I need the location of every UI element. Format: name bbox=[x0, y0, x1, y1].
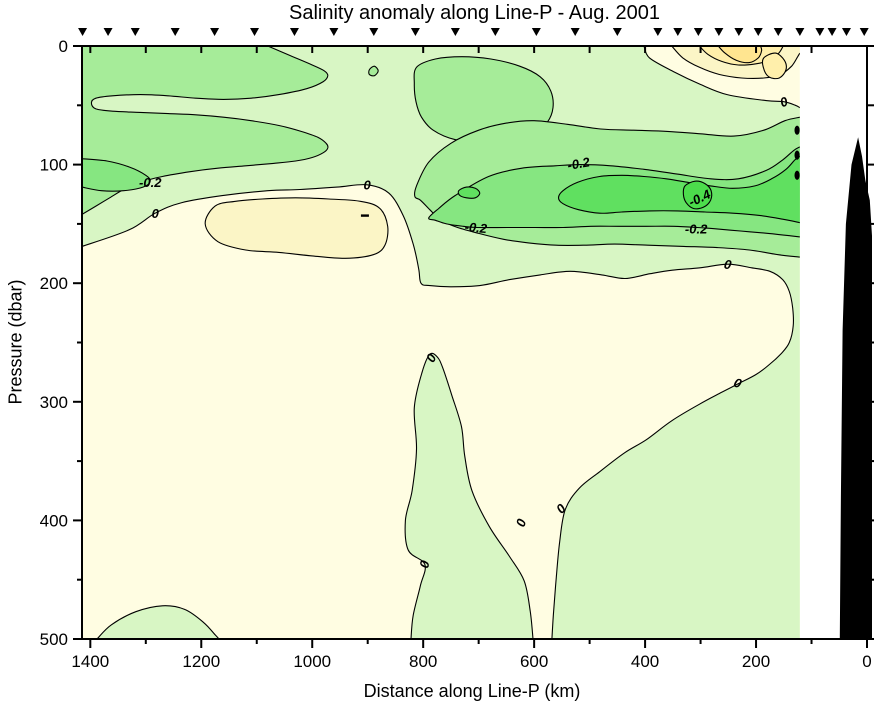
tick-label: 300 bbox=[40, 393, 68, 412]
tick-label: 1000 bbox=[293, 652, 331, 671]
cap-zero-line bbox=[643, 46, 800, 109]
contour-label: -0.2 bbox=[139, 175, 162, 190]
station-marker bbox=[490, 28, 500, 36]
station-marker bbox=[815, 28, 825, 36]
station-marker bbox=[289, 28, 299, 36]
station-marker bbox=[734, 28, 744, 36]
contour-line-zero-band-upper bbox=[82, 184, 795, 639]
tick-label: 1200 bbox=[182, 652, 220, 671]
station-marker bbox=[841, 28, 851, 36]
station-marker bbox=[570, 28, 580, 36]
contour-region-cap-p03 bbox=[718, 46, 762, 63]
station-marker bbox=[210, 28, 220, 36]
contour-line-east-m01-band bbox=[413, 116, 800, 258]
contour-region-fresh-tongue bbox=[405, 353, 533, 639]
x-axis-title: Distance along Line-P (km) bbox=[363, 681, 581, 701]
station-marker bbox=[753, 28, 763, 36]
contour-label: 0 bbox=[152, 206, 160, 221]
station-marker bbox=[653, 28, 663, 36]
contour-mark-dot bbox=[794, 125, 800, 135]
contour-line-west-m01 bbox=[82, 46, 329, 215]
contour-line-bottom-left-patch bbox=[96, 605, 220, 639]
station-marker bbox=[693, 28, 703, 36]
contour-region-tiny-blob bbox=[368, 65, 379, 77]
station-marker bbox=[410, 28, 420, 36]
station-marker bbox=[827, 28, 837, 36]
station-marker bbox=[673, 28, 683, 36]
chart-title: Salinity anomaly along Line-P - Aug. 200… bbox=[289, 2, 660, 24]
contour-region-bottom-left-patch bbox=[97, 605, 219, 639]
station-marker bbox=[329, 28, 339, 36]
station-marker bbox=[612, 28, 622, 36]
contour-region-cap-p02-loop bbox=[761, 52, 787, 80]
tick-label: 800 bbox=[409, 652, 437, 671]
tick-label: 200 bbox=[40, 274, 68, 293]
station-marker bbox=[130, 28, 140, 36]
tick-label: 500 bbox=[40, 630, 68, 649]
tick-label: 400 bbox=[631, 652, 659, 671]
station-marker bbox=[170, 28, 180, 36]
contour-line-cap-p03 bbox=[717, 46, 763, 64]
tick-label: 200 bbox=[742, 652, 770, 671]
contour-line-east-m02-band bbox=[428, 146, 800, 238]
contour-label: -0.2 bbox=[566, 154, 591, 173]
contour-line-fresh-tongue bbox=[404, 352, 534, 639]
station-marker bbox=[369, 28, 379, 36]
contour-region-small-core-blob bbox=[457, 186, 481, 199]
contour-region-warm-blob bbox=[204, 197, 389, 259]
tick-label: 1400 bbox=[71, 652, 109, 671]
station-marker bbox=[78, 28, 88, 36]
tick-label: 0 bbox=[862, 652, 871, 671]
contour-region-east-m03-core bbox=[558, 156, 800, 223]
contour-region-m04-loop bbox=[682, 180, 713, 210]
tick-label: 0 bbox=[59, 37, 68, 56]
bathymetry bbox=[839, 137, 872, 640]
tick-label: 600 bbox=[520, 652, 548, 671]
contour-mark-dot bbox=[794, 150, 800, 160]
contour-label: 0 bbox=[364, 177, 372, 192]
contour-line-east-m03-core bbox=[557, 155, 800, 224]
contour-mark-dash bbox=[360, 214, 369, 217]
station-marker bbox=[250, 28, 260, 36]
station-marker bbox=[714, 28, 724, 36]
contour-line-cap-p01 bbox=[671, 46, 800, 79]
contour-line-west-m02-sliver bbox=[82, 158, 151, 192]
station-marker bbox=[773, 28, 783, 36]
station-marker bbox=[450, 28, 460, 36]
station-marker bbox=[531, 28, 541, 36]
contour-label: -0.2 bbox=[685, 221, 708, 236]
tick-label: 100 bbox=[40, 156, 68, 175]
station-marker bbox=[859, 28, 869, 36]
station-marker bbox=[103, 28, 113, 36]
tick-label: 400 bbox=[40, 511, 68, 530]
contour-mark-dot bbox=[794, 170, 800, 180]
station-marker bbox=[795, 28, 805, 36]
contour-region-west-m01 bbox=[82, 46, 328, 215]
contour-label: 0 bbox=[723, 256, 733, 272]
contour-region-west-m02-sliver bbox=[82, 158, 151, 192]
contour-label: 0 bbox=[416, 558, 433, 570]
contour-label: -0.2 bbox=[464, 219, 488, 236]
